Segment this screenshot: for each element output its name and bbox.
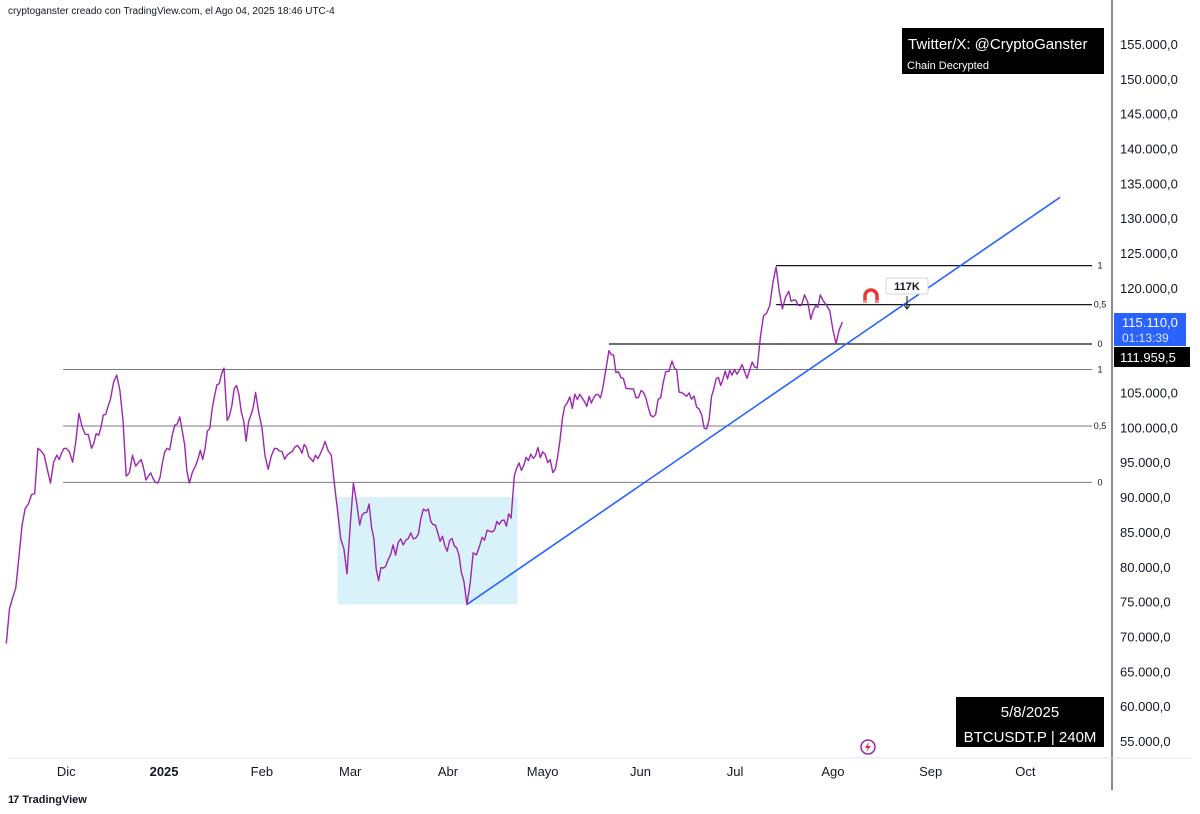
time-tick-label: Feb (251, 764, 273, 779)
watermark-box: Twitter/X: @CryptoGanster Chain Decrypte… (902, 28, 1104, 74)
price-tick-label: 75.000,0 (1120, 595, 1171, 610)
price-tick-label: 80.000,0 (1120, 560, 1171, 575)
price-tick-label: 145.000,0 (1120, 107, 1178, 122)
time-tick-label: Sep (919, 764, 942, 779)
chart-attribution: cryptoganster creado con TradingView.com… (8, 6, 335, 17)
time-tick-label: Mar (339, 764, 362, 779)
target-marker[interactable]: 117K (885, 277, 929, 310)
fib-level-label: 0 (1097, 339, 1102, 349)
time-tick-label: Jul (727, 764, 744, 779)
ascending-trendline[interactable] (466, 196, 1061, 606)
fibonacci-levels[interactable]: 1 0,5 0 1 0,5 0 (63, 261, 1106, 488)
fib-level-label: 1 (1097, 261, 1102, 271)
consolidation-range-box[interactable] (337, 497, 518, 605)
watermark-handle: Twitter/X: @CryptoGanster (908, 36, 1087, 53)
price-tick-label: 150.000,0 (1120, 72, 1178, 87)
price-tick-label: 130.000,0 (1120, 211, 1178, 226)
price-tick-label: 120.000,0 (1120, 281, 1178, 296)
current-price: 115.110,0 (1122, 315, 1178, 330)
price-tick-label: 85.000,0 (1120, 525, 1171, 540)
target-arrow-head (903, 304, 911, 310)
price-tick-label: 105.000,0 (1120, 386, 1178, 401)
price-tick-label: 55.000,0 (1120, 734, 1171, 749)
info-box: 5/8/2025 BTCUSDT.P | 240M (956, 697, 1104, 747)
tradingview-logo[interactable]: 17 TradingView (8, 794, 87, 806)
price-tick-label: 155.000,0 (1120, 37, 1178, 52)
fib-level-label: 0,5 (1094, 300, 1107, 310)
time-tick-label: Oct (1015, 764, 1036, 779)
watermark-subtitle: Chain Decrypted (907, 60, 989, 72)
target-label: 117K (894, 281, 920, 293)
time-tick-label: Mayo (527, 764, 559, 779)
fib-level-label: 0,5 (1094, 421, 1107, 431)
target-label-box (885, 277, 929, 295)
range-box-rect[interactable] (337, 497, 518, 605)
tradingview-logo-text: TradingView (22, 794, 87, 806)
time-tick-label: Jun (630, 764, 651, 779)
price-axis[interactable]: 155.000,0 150.000,0 145.000,0 140.000,0 135.… (1120, 37, 1178, 749)
price-series (5, 266, 844, 644)
price-tick-label: 90.000,0 (1120, 490, 1171, 505)
time-tick-label: Dic (57, 764, 76, 779)
price-tick-label: 95.000,0 (1120, 455, 1171, 470)
fib-level-label: 1 (1097, 364, 1102, 374)
price-tick-label: 65.000,0 (1120, 664, 1171, 679)
time-axis[interactable]: Dic 2025 Feb Mar Abr Mayo Jun Jul Ago Sep Oct (57, 764, 1036, 779)
fib-level-label: 0 (1097, 477, 1102, 487)
price-tick-label: 140.000,0 (1120, 141, 1178, 156)
time-tick-label: 2025 (150, 764, 179, 779)
time-tick-label: Abr (438, 764, 459, 779)
info-symbol: BTCUSDT.P | 240M (964, 729, 1097, 746)
bar-countdown: 01:13:39 (1122, 331, 1169, 345)
price-tick-label: 135.000,0 (1120, 176, 1178, 191)
tradingview-logo-icon: 17 (8, 794, 19, 806)
price-tick-label: 70.000,0 (1120, 630, 1171, 645)
trendline-line[interactable] (466, 196, 1061, 606)
price-tick-label: 100.000,0 (1120, 420, 1178, 435)
lightning-icon[interactable] (860, 739, 876, 755)
level-price: 111.959,5 (1120, 350, 1176, 365)
price-tick-label: 60.000,0 (1120, 699, 1171, 714)
magnet-icon (863, 288, 879, 303)
level-price-badge[interactable]: 111.959,5 (1114, 347, 1190, 367)
current-price-badge[interactable]: 115.110,0 01:13:39 (1114, 313, 1186, 346)
info-date: 5/8/2025 (1001, 704, 1059, 721)
price-line (5, 266, 844, 644)
time-tick-label: Ago (821, 764, 844, 779)
price-tick-label: 125.000,0 (1120, 246, 1178, 261)
